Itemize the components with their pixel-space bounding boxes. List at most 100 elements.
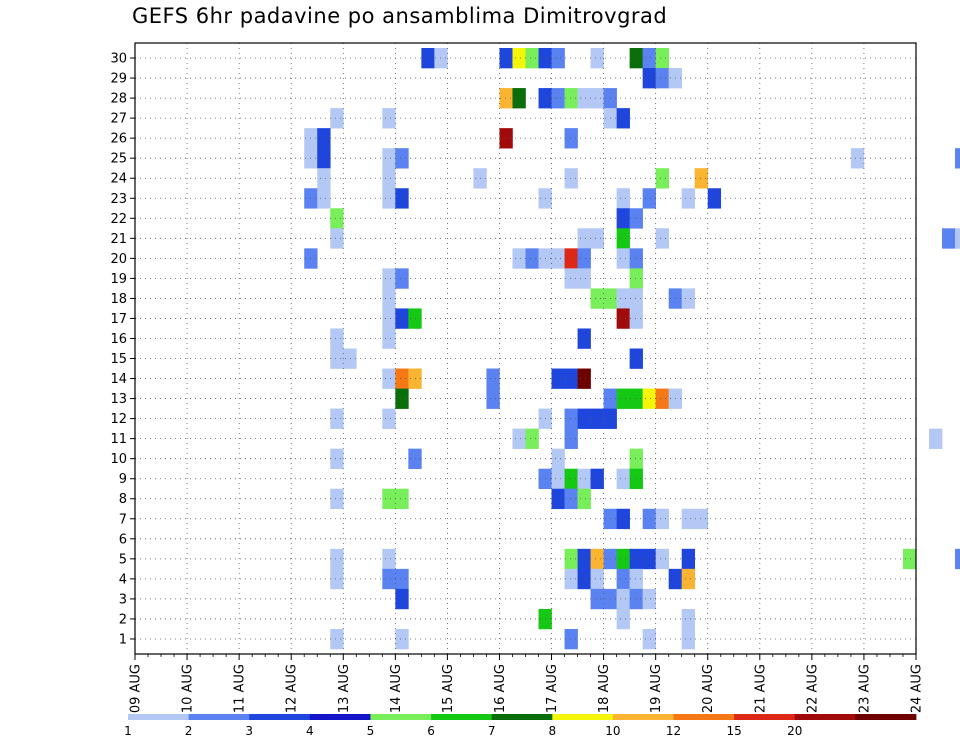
heatmap-cell [564, 368, 578, 389]
heatmap-cell [525, 428, 539, 449]
heatmap-cell [616, 188, 630, 209]
y-tick-label: 26 [110, 132, 127, 147]
heatmap-cell [616, 248, 630, 269]
heatmap-cell [590, 588, 604, 610]
heatmap-cell [655, 168, 669, 189]
heatmap-cell [395, 388, 409, 409]
x-tick-label: 09 AUG [129, 664, 144, 713]
legend-swatch [794, 714, 856, 720]
x-tick-label: 15 AUG [441, 664, 456, 713]
heatmap-cell [577, 408, 591, 429]
heatmap-cell [616, 308, 630, 329]
y-tick-label: 23 [110, 192, 127, 207]
heatmap-cell [629, 388, 643, 409]
heatmap-cell [629, 348, 643, 369]
heatmap-cell [955, 148, 960, 169]
heatmap-cell [421, 48, 435, 69]
heatmap-cell [564, 568, 578, 590]
chart-title: GEFS 6hr padavine po ansamblima Dimitrov… [132, 4, 668, 28]
heatmap-cell [382, 148, 396, 169]
heatmap-cell [616, 508, 630, 530]
heatmap-cell [629, 288, 643, 309]
heatmap-cell [382, 188, 396, 209]
heatmap-cell [629, 48, 643, 69]
heatmap-cell [330, 628, 344, 650]
x-axis: 09 AUG 10 AUG 11 AUG 12 AUG 13 AUG 14 AUG 15 A… [129, 654, 925, 713]
heatmap-cell [642, 548, 656, 570]
heatmap-cell [395, 628, 409, 650]
heatmap-cell [564, 408, 578, 429]
heatmap-cell [850, 148, 865, 169]
y-tick-label: 28 [110, 92, 127, 107]
heatmap-cell [616, 288, 630, 309]
heatmap-cell [395, 568, 409, 590]
heatmap-cell [512, 428, 526, 449]
x-tick-label: 14 AUG [389, 664, 404, 713]
heatmap-cell [642, 388, 656, 409]
y-tick-label: 22 [110, 212, 127, 227]
heatmap-cell [499, 48, 513, 69]
heatmap-cell [616, 548, 630, 570]
legend-swatch [673, 714, 735, 720]
y-tick-label: 18 [110, 292, 127, 307]
x-tick-label: 18 AUG [597, 664, 612, 713]
heatmap-cell [395, 148, 409, 169]
heatmap-cell [395, 488, 409, 510]
heatmap-cell [616, 228, 630, 249]
heatmap-cell [681, 288, 696, 309]
x-tick-label: 21 AUG [753, 664, 768, 713]
y-tick-label: 4 [119, 572, 127, 587]
heatmap-cell [382, 288, 396, 309]
heatmap-cell [382, 268, 396, 289]
legend-label: 1 [124, 724, 132, 738]
legend-swatch [309, 714, 371, 720]
heatmap-cell [564, 248, 578, 269]
heatmap-cell [330, 568, 344, 590]
y-tick-label: 11 [110, 432, 127, 447]
heatmap-cell [616, 568, 630, 590]
heatmap-cell [642, 628, 656, 650]
heatmap-cell [499, 88, 513, 109]
heatmap-cell [382, 308, 396, 329]
heatmap-cell [629, 448, 643, 469]
y-tick-label: 15 [110, 352, 127, 367]
y-tick-label: 7 [119, 512, 127, 527]
heatmap-cell [629, 588, 643, 610]
y-tick-label: 10 [110, 452, 127, 467]
heatmap-cell [395, 308, 409, 329]
heatmap-cell [395, 368, 409, 389]
heatmap-cell [330, 228, 344, 249]
heatmap-cell [590, 48, 604, 69]
heatmap-cell [382, 168, 396, 189]
heatmap-cell [343, 348, 357, 369]
legend-swatch [128, 714, 190, 720]
legend-swatch [552, 714, 614, 720]
y-tick-label: 24 [110, 172, 127, 187]
y-tick-label: 8 [119, 492, 127, 507]
grid-lines [135, 43, 916, 654]
legend-swatch [612, 714, 674, 720]
x-tick-label: 24 AUG [910, 664, 925, 713]
heatmap-cell [616, 608, 630, 630]
y-tick-label: 30 [110, 52, 127, 67]
heatmap-cells [304, 48, 960, 650]
heatmap-cell [681, 508, 696, 530]
heatmap-cell [551, 368, 565, 389]
legend-swatch [431, 714, 493, 720]
heatmap-cell [317, 148, 331, 169]
heatmap-cell [655, 388, 669, 409]
legend-swatch [249, 714, 311, 720]
heatmap-cell [681, 548, 696, 570]
y-tick-label: 6 [119, 532, 127, 547]
heatmap-cell [512, 88, 526, 109]
heatmap-cell [655, 48, 669, 69]
legend-label: 10 [605, 724, 620, 738]
heatmap-cell [525, 248, 539, 269]
heatmap-cell [681, 568, 696, 590]
heatmap-cell [382, 368, 396, 389]
heatmap-cell [564, 268, 578, 289]
heatmap-cell [330, 548, 344, 570]
heatmap-cell [395, 588, 409, 610]
heatmap-cell [551, 48, 565, 69]
heatmap-cell [551, 88, 565, 109]
